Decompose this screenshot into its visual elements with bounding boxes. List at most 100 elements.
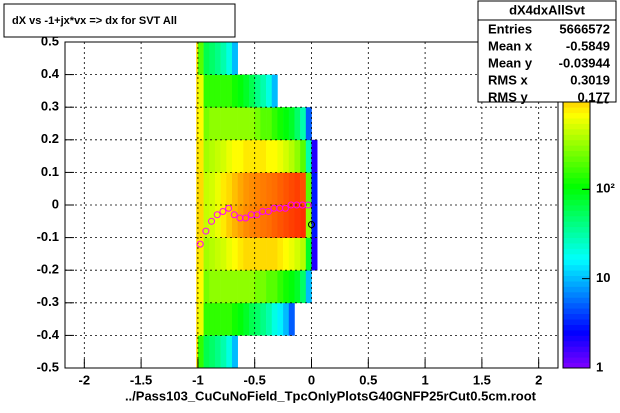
profile-marker bbox=[304, 201, 312, 209]
palette-band bbox=[563, 210, 590, 217]
heatmap-cell bbox=[277, 107, 284, 141]
heatmap-cell bbox=[220, 107, 227, 141]
y-tick-label: 0.3 bbox=[41, 99, 59, 114]
profile-marker bbox=[253, 211, 261, 219]
heatmap-cell bbox=[203, 302, 210, 336]
stats-value: 5666572 bbox=[559, 21, 610, 36]
palette-band bbox=[563, 199, 590, 206]
heatmap-cell bbox=[197, 74, 204, 108]
palette-band bbox=[563, 166, 590, 173]
heatmap-cell bbox=[311, 237, 318, 271]
stats-title: dX4dxAllSvt bbox=[509, 2, 586, 17]
y-tick-label: -0.1 bbox=[37, 229, 59, 244]
heatmap-cell bbox=[203, 107, 210, 141]
heatmap-cell bbox=[260, 205, 267, 238]
palette-band bbox=[563, 194, 590, 200]
heatmap-cell bbox=[249, 270, 256, 304]
heatmap-cell bbox=[214, 107, 221, 141]
heatmap-cell bbox=[203, 205, 210, 238]
y-tick-label: 0.4 bbox=[41, 66, 60, 81]
heatmap-cell bbox=[249, 107, 256, 141]
heatmap-cell bbox=[243, 237, 250, 271]
palette-band bbox=[563, 221, 590, 228]
heatmap-cell bbox=[231, 107, 238, 141]
heatmap-cell bbox=[294, 107, 301, 141]
heatmap-cell bbox=[214, 139, 221, 173]
heatmap-cell bbox=[203, 335, 210, 369]
palette-band bbox=[563, 286, 590, 293]
heatmap-cell bbox=[294, 139, 301, 173]
heatmap-cell bbox=[209, 172, 216, 206]
palette-band bbox=[563, 205, 590, 211]
heatmap-cell bbox=[237, 302, 244, 336]
heatmap-cell bbox=[283, 139, 290, 173]
heatmap-cell bbox=[271, 74, 278, 108]
heatmap-cell bbox=[260, 139, 267, 173]
stats-label: Mean x bbox=[488, 38, 533, 53]
heatmap-cell bbox=[300, 270, 307, 304]
heatmap-cell bbox=[277, 270, 284, 304]
stats-label: Entries bbox=[488, 21, 532, 36]
heatmap-cell bbox=[243, 139, 250, 173]
y-tick-label: -0.4 bbox=[37, 327, 60, 342]
chart-title: dX vs -1+jx*vx => dx for SVT All bbox=[12, 15, 177, 27]
palette-band bbox=[563, 161, 590, 168]
heatmap-cell bbox=[197, 205, 204, 238]
heatmap-cell bbox=[266, 270, 273, 304]
palette-band bbox=[563, 215, 590, 222]
heatmap-cell bbox=[277, 237, 284, 271]
palette-band bbox=[563, 101, 590, 108]
profile-marker bbox=[196, 240, 204, 248]
heatmap-cell bbox=[260, 107, 267, 141]
heatmap-cell bbox=[226, 270, 233, 304]
profile-marker bbox=[225, 204, 233, 212]
heatmap-cell bbox=[311, 205, 318, 238]
heatmap-cell bbox=[226, 172, 233, 206]
heatmap-cell bbox=[254, 107, 261, 141]
palette-band bbox=[563, 107, 590, 114]
heatmap-cell bbox=[196, 42, 199, 75]
heatmap-cell bbox=[231, 302, 238, 336]
heatmap-cell bbox=[260, 172, 267, 206]
heatmap-cell bbox=[197, 172, 204, 206]
heatmap-cell bbox=[300, 172, 307, 206]
heatmap-cell bbox=[231, 335, 238, 369]
heatmap-cell bbox=[288, 172, 295, 206]
palette-band bbox=[563, 270, 590, 277]
heatmap-cell bbox=[220, 172, 227, 206]
heatmap-cell bbox=[266, 139, 273, 173]
profile-marker bbox=[208, 217, 216, 225]
heatmap-cell bbox=[209, 139, 216, 173]
heatmap-cell bbox=[203, 172, 210, 206]
stats-label: RMS y bbox=[488, 89, 529, 104]
heatmap-cell bbox=[214, 335, 221, 369]
heatmap-cell bbox=[209, 335, 216, 369]
heatmap-cell bbox=[277, 302, 284, 336]
palette-band bbox=[563, 139, 590, 146]
x-tick-label: -1.5 bbox=[130, 372, 152, 387]
heatmap-cell bbox=[283, 270, 290, 304]
heatmap-cell bbox=[209, 107, 216, 141]
heatmap-cell bbox=[249, 139, 256, 173]
heatmap-cell bbox=[254, 205, 261, 238]
heatmap-cell bbox=[226, 237, 233, 271]
stats-value: 0.177 bbox=[577, 89, 610, 104]
heatmap-cell bbox=[266, 107, 273, 141]
heatmap-cell bbox=[260, 302, 267, 336]
profile-marker bbox=[219, 208, 227, 216]
heatmap-cell bbox=[220, 302, 227, 336]
profile-marker bbox=[230, 211, 238, 219]
heatmap-cell bbox=[277, 139, 284, 173]
y-tick-label: 0 bbox=[52, 196, 59, 211]
heatmap-cell bbox=[220, 237, 227, 271]
heatmap-cell bbox=[226, 139, 233, 173]
heatmap-cell bbox=[305, 172, 312, 206]
heatmap-cell bbox=[288, 237, 295, 271]
heatmap-cell bbox=[196, 205, 199, 238]
heatmap-cell bbox=[277, 205, 284, 238]
y-tick-label: -0.2 bbox=[37, 262, 59, 277]
heatmap-cell bbox=[214, 302, 221, 336]
palette-band bbox=[563, 340, 590, 347]
stats-value: -0.03944 bbox=[559, 55, 611, 70]
